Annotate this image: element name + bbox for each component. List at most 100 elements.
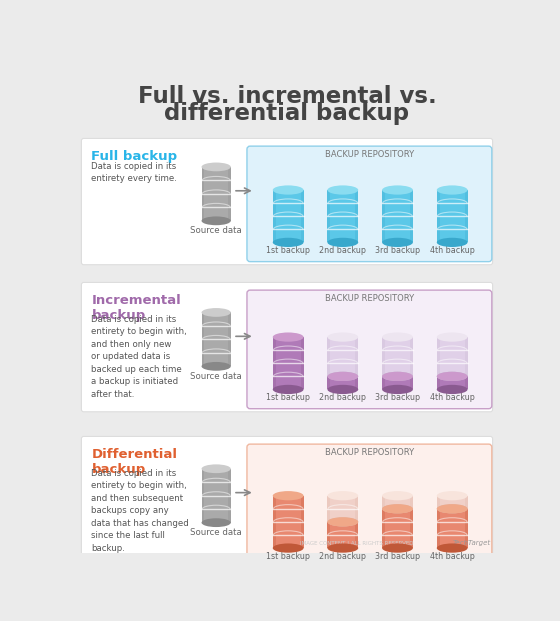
FancyBboxPatch shape — [81, 138, 493, 265]
Ellipse shape — [437, 543, 468, 553]
Polygon shape — [228, 469, 231, 523]
Bar — [382, 376, 413, 389]
Polygon shape — [202, 312, 204, 366]
Polygon shape — [437, 337, 440, 376]
Polygon shape — [437, 509, 440, 548]
Polygon shape — [356, 376, 358, 389]
Ellipse shape — [328, 186, 358, 194]
Polygon shape — [301, 337, 304, 389]
Ellipse shape — [328, 238, 358, 247]
Polygon shape — [465, 376, 468, 389]
Ellipse shape — [437, 332, 468, 342]
Bar — [202, 312, 231, 366]
Text: IMAGE CONTENT | ALL RIGHTS RESERVED: IMAGE CONTENT | ALL RIGHTS RESERVED — [300, 540, 413, 546]
Polygon shape — [301, 190, 304, 242]
Text: BACKUP REPOSITORY: BACKUP REPOSITORY — [325, 150, 414, 159]
Ellipse shape — [328, 543, 358, 553]
Polygon shape — [328, 190, 330, 242]
Text: 3rd backup: 3rd backup — [375, 393, 420, 402]
Text: Incremental
backup: Incremental backup — [91, 294, 181, 322]
FancyBboxPatch shape — [247, 146, 492, 261]
Polygon shape — [382, 337, 385, 376]
Ellipse shape — [328, 385, 358, 394]
Polygon shape — [410, 337, 413, 376]
FancyBboxPatch shape — [81, 437, 493, 571]
Ellipse shape — [328, 491, 358, 501]
Ellipse shape — [382, 504, 413, 514]
Polygon shape — [356, 190, 358, 242]
Polygon shape — [410, 376, 413, 389]
Polygon shape — [382, 190, 385, 242]
Text: 1st backup: 1st backup — [266, 247, 310, 255]
FancyBboxPatch shape — [247, 290, 492, 409]
Polygon shape — [382, 509, 385, 548]
Ellipse shape — [382, 504, 413, 514]
Text: 3rd backup: 3rd backup — [375, 552, 420, 561]
Bar — [437, 496, 468, 509]
Ellipse shape — [437, 238, 468, 247]
Polygon shape — [273, 496, 276, 548]
Bar — [382, 496, 413, 509]
Text: Source data: Source data — [190, 372, 242, 381]
Polygon shape — [202, 469, 204, 523]
Polygon shape — [382, 376, 385, 389]
Ellipse shape — [382, 238, 413, 247]
Polygon shape — [356, 337, 358, 376]
Ellipse shape — [273, 332, 304, 342]
Ellipse shape — [437, 385, 468, 394]
Polygon shape — [382, 496, 385, 509]
Polygon shape — [228, 312, 231, 366]
Bar — [437, 376, 468, 389]
FancyBboxPatch shape — [81, 283, 493, 412]
Text: Full backup: Full backup — [91, 150, 178, 163]
Ellipse shape — [202, 163, 231, 171]
Ellipse shape — [202, 308, 231, 317]
Text: Data is copied in its
entirety to begin with,
and then subsequent
backups copy a: Data is copied in its entirety to begin … — [91, 469, 189, 553]
Polygon shape — [328, 496, 330, 522]
Text: Differential
backup: Differential backup — [91, 448, 178, 476]
Text: 4th backup: 4th backup — [430, 393, 475, 402]
Polygon shape — [328, 337, 330, 376]
Bar — [382, 190, 413, 242]
Text: 2nd backup: 2nd backup — [319, 247, 366, 255]
Ellipse shape — [273, 238, 304, 247]
Polygon shape — [465, 496, 468, 509]
Text: 4th backup: 4th backup — [430, 552, 475, 561]
Text: 2nd backup: 2nd backup — [319, 552, 366, 561]
Polygon shape — [356, 522, 358, 548]
Ellipse shape — [382, 491, 413, 501]
Bar — [328, 522, 358, 548]
Text: Source data: Source data — [190, 226, 242, 235]
Polygon shape — [328, 376, 330, 389]
Ellipse shape — [202, 519, 231, 527]
Polygon shape — [328, 522, 330, 548]
Ellipse shape — [437, 491, 468, 501]
Bar — [328, 337, 358, 376]
Ellipse shape — [382, 543, 413, 553]
Ellipse shape — [382, 372, 413, 381]
Ellipse shape — [202, 217, 231, 225]
Bar — [437, 190, 468, 242]
Polygon shape — [465, 337, 468, 376]
Polygon shape — [437, 190, 440, 242]
Ellipse shape — [202, 362, 231, 371]
Polygon shape — [273, 337, 276, 389]
Ellipse shape — [382, 186, 413, 194]
Polygon shape — [301, 496, 304, 548]
Bar — [328, 376, 358, 389]
Polygon shape — [228, 167, 231, 221]
Ellipse shape — [328, 372, 358, 381]
Text: 4th backup: 4th backup — [430, 247, 475, 255]
Ellipse shape — [273, 186, 304, 194]
Polygon shape — [410, 509, 413, 548]
Bar — [328, 190, 358, 242]
Bar — [202, 469, 231, 523]
Text: Source data: Source data — [190, 528, 242, 537]
Bar — [202, 167, 231, 221]
Polygon shape — [437, 496, 440, 509]
Ellipse shape — [273, 385, 304, 394]
Polygon shape — [410, 496, 413, 509]
Polygon shape — [273, 190, 276, 242]
Text: Data is copied in its
entirety every time.: Data is copied in its entirety every tim… — [91, 161, 178, 183]
Text: BACKUP REPOSITORY: BACKUP REPOSITORY — [325, 448, 414, 457]
